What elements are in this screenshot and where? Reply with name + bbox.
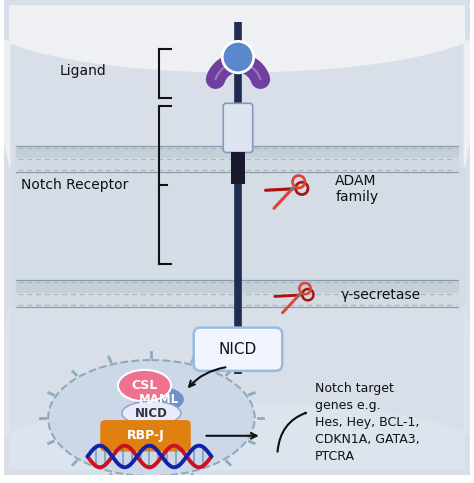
FancyBboxPatch shape <box>100 420 191 452</box>
Text: ADAM
family: ADAM family <box>336 174 379 204</box>
Ellipse shape <box>118 370 171 401</box>
Ellipse shape <box>48 360 255 476</box>
Text: Notch target
genes e.g.
Hes, Hey, BCL-1,
CDKN1A, GATA3,
PTCRA: Notch target genes e.g. Hes, Hey, BCL-1,… <box>315 382 419 463</box>
Text: Ligand: Ligand <box>59 64 106 78</box>
Text: CSL: CSL <box>131 379 158 392</box>
Text: Notch Receptor: Notch Receptor <box>21 178 128 192</box>
Text: γ-secretase: γ-secretase <box>340 288 420 302</box>
Text: NICD: NICD <box>219 342 257 357</box>
Text: MAML: MAML <box>139 393 179 406</box>
FancyArrowPatch shape <box>277 413 306 452</box>
Text: NICD: NICD <box>135 407 168 420</box>
FancyBboxPatch shape <box>194 327 282 371</box>
Ellipse shape <box>135 386 184 412</box>
Polygon shape <box>0 6 474 167</box>
Text: RBP-J: RBP-J <box>127 429 164 442</box>
Bar <box>231 153 245 184</box>
FancyBboxPatch shape <box>223 103 253 153</box>
Circle shape <box>297 293 301 297</box>
FancyBboxPatch shape <box>2 0 472 477</box>
Circle shape <box>290 186 294 191</box>
Polygon shape <box>0 305 474 469</box>
Circle shape <box>222 42 254 73</box>
Ellipse shape <box>122 401 181 425</box>
